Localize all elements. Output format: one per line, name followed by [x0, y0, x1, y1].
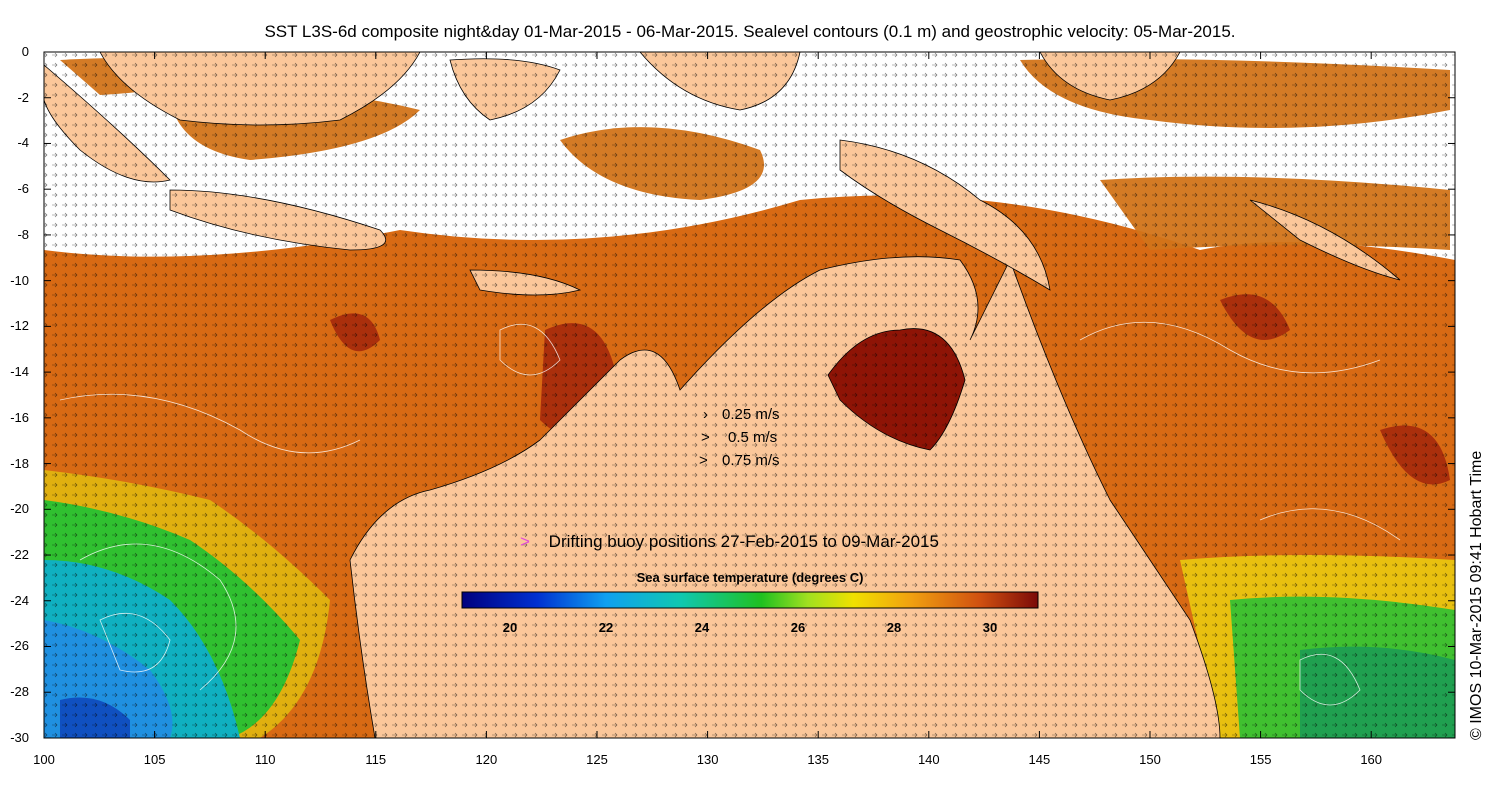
vector-glyph: ›: [703, 406, 708, 423]
vector-glyph: >: [699, 452, 708, 469]
y-tick-label: -20: [10, 501, 29, 517]
y-tick-label: -30: [10, 729, 29, 745]
x-tick-label: 140: [917, 752, 940, 767]
vector-label: 0.25 m/s: [722, 406, 780, 423]
sealevel-contours: [59, 321, 1401, 706]
y-tick-label: -22: [10, 547, 29, 563]
colorbar-tick-label: 28: [886, 620, 902, 635]
y-tick-label: -28: [10, 684, 29, 700]
x-tick-label: 120: [475, 752, 498, 767]
buoy-legend: > Drifting buoy positions 27-Feb-2015 to…: [520, 532, 939, 552]
map-frame: [43, 51, 1456, 739]
map-field: [44, 52, 1455, 738]
x-tick-label: 105: [143, 752, 166, 767]
y-tick-label: -6: [17, 181, 29, 197]
x-tick-label: 130: [696, 752, 719, 767]
colorbar-tick-label: 30: [982, 620, 998, 635]
y-tick-label: 0: [21, 44, 29, 59]
buoy-marker-icon: >: [520, 532, 530, 551]
y-tick-label: -16: [10, 409, 29, 425]
buoy-legend-label: Drifting buoy positions 27-Feb-2015 to 0…: [548, 532, 939, 551]
vector-glyph: >: [701, 429, 710, 446]
colorbar-tick-label: 22: [598, 620, 614, 635]
colorbar-title: Sea surface temperature (degrees C): [636, 570, 864, 585]
y-tick-label: -10: [10, 272, 29, 288]
colorbar-tick-label: 24: [694, 620, 710, 635]
y-tick-label: -2: [17, 89, 29, 105]
x-tick-label: 160: [1360, 752, 1383, 767]
x-tick-label: 135: [807, 752, 830, 767]
x-tick-label: 110: [254, 752, 276, 767]
y-tick-label: -8: [17, 226, 29, 242]
y-tick-label: -26: [10, 638, 29, 654]
vector-label: 0.5 m/s: [728, 429, 778, 446]
y-tick-label: -18: [10, 455, 29, 471]
colorbar-tick-label: 20: [502, 620, 518, 635]
y-tick-label: -4: [17, 135, 29, 151]
colorbar-tick-label: 26: [790, 620, 806, 635]
x-tick-label: 100: [33, 752, 55, 767]
vector-label: 0.75 m/s: [722, 452, 780, 469]
y-tick-label: -14: [10, 364, 29, 380]
colorbar: [461, 591, 1039, 609]
y-tick-label: -12: [10, 318, 29, 334]
x-tick-label: 115: [365, 752, 387, 767]
x-tick-label: 150: [1139, 752, 1161, 767]
y-tick-label: -24: [10, 592, 29, 608]
x-tick-label: 125: [586, 752, 608, 767]
map-title: SST L3S-6d composite night&day 01-Mar-20…: [264, 22, 1236, 41]
credit-text: © IMOS 10-Mar-2015 09:41 Hobart Time: [1468, 450, 1485, 740]
x-tick-label: 145: [1028, 752, 1051, 767]
x-tick-label: 155: [1249, 752, 1272, 767]
